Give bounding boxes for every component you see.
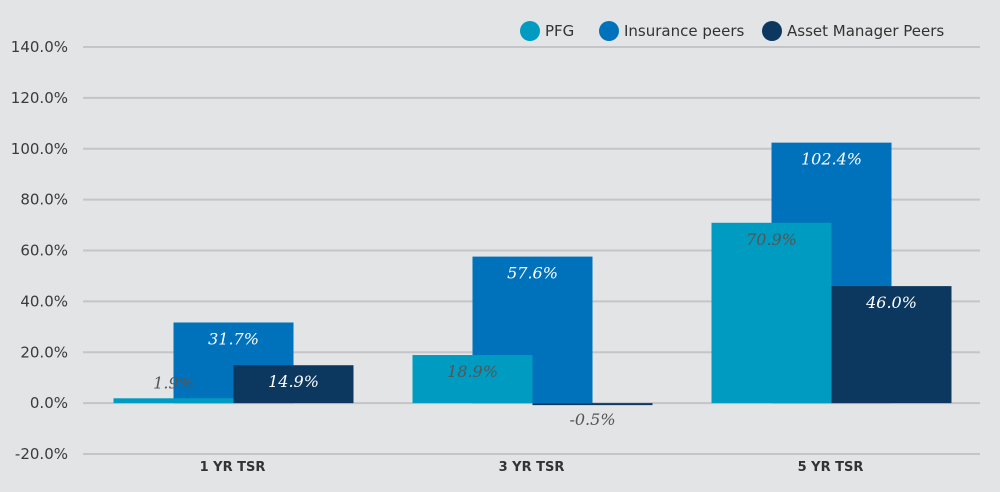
- y-tick-label: 40.0%: [20, 292, 68, 310]
- data-label: 31.7%: [208, 329, 259, 348]
- x-tick-label: 5 YR TSR: [798, 460, 864, 475]
- bar-asset-manager-peers: [233, 365, 354, 404]
- data-label: 57.6%: [507, 264, 558, 283]
- data-label: 46.0%: [865, 293, 917, 312]
- legend-label: Asset Manager Peers: [787, 22, 944, 40]
- y-tick-label: 120.0%: [11, 89, 68, 107]
- legend-swatch: [762, 21, 782, 41]
- y-tick-label: 140.0%: [11, 38, 68, 56]
- bar-asset-manager-peers: [532, 403, 653, 406]
- data-label: 1.9%: [153, 373, 194, 392]
- y-tick-label: 100.0%: [11, 140, 68, 158]
- data-label: -0.5%: [569, 410, 615, 429]
- y-tick-label: 0.0%: [30, 394, 68, 412]
- data-label: 70.9%: [746, 230, 797, 249]
- data-label: 18.9%: [447, 362, 498, 381]
- data-label: 14.9%: [268, 372, 319, 391]
- y-tick-label: 80.0%: [20, 191, 68, 209]
- x-tick-label: 1 YR TSR: [200, 460, 266, 475]
- bar-pfg: [412, 355, 533, 404]
- legend-label: Insurance peers: [624, 22, 745, 40]
- y-tick-label: -20.0%: [15, 445, 68, 463]
- legend-label: PFG: [545, 22, 574, 40]
- legend-swatch: [520, 21, 540, 41]
- y-tick-label: 20.0%: [20, 343, 68, 361]
- legend-swatch: [599, 21, 619, 41]
- bar-asset-manager-peers: [831, 286, 952, 404]
- data-label: 102.4%: [801, 150, 862, 169]
- y-tick-label: 60.0%: [20, 242, 68, 260]
- bar-pfg: [113, 398, 234, 404]
- bar-pfg: [711, 222, 832, 404]
- x-tick-label: 3 YR TSR: [499, 460, 565, 475]
